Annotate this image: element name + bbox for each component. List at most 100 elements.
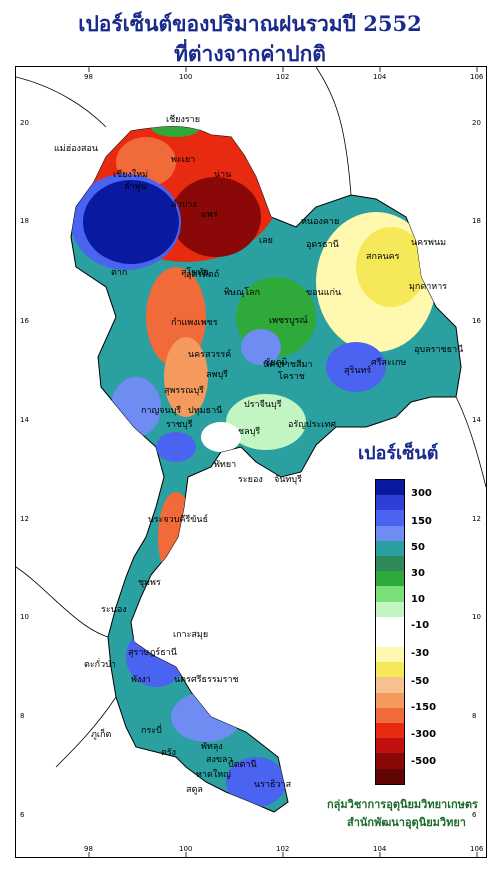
legend-label: -150	[411, 702, 437, 713]
legend-swatch	[375, 479, 405, 496]
place-label: นครราชสีมา	[263, 360, 313, 370]
place-label: สงขลา	[206, 755, 233, 765]
place-label: สกลนคร	[366, 252, 400, 262]
place-label: เชียงราย	[166, 115, 201, 125]
place-label: พิษณุโลก	[224, 288, 261, 298]
place-label: พัทยา	[214, 460, 237, 470]
place-label: หาดใหญ่	[196, 770, 231, 780]
map-title-line1: เปอร์เซ็นต์ของปริมาณฝนรวมปี 2552	[78, 11, 422, 36]
y-tick-label: 20	[20, 119, 29, 127]
place-label: ชัยภูมิ	[264, 358, 288, 368]
legend-swatch	[375, 662, 405, 678]
place-label: กาญจนบุรี	[141, 406, 182, 416]
legend-swatch	[375, 753, 405, 769]
place-label: พัทลุง	[201, 742, 223, 752]
legend-swatch	[375, 555, 405, 572]
legend-swatch	[375, 723, 405, 739]
legend-label: 50	[411, 542, 425, 553]
place-label: โคราช	[278, 372, 305, 382]
place-label: มุกดาหาร	[409, 282, 448, 292]
legend-swatch	[375, 525, 405, 541]
legend-swatch	[375, 540, 405, 556]
legend-swatch	[375, 707, 405, 723]
place-label: นครพนม	[411, 238, 447, 248]
place-label: เลย	[259, 236, 273, 246]
y-tick-label: 18	[20, 217, 29, 225]
y-tick-label: 6	[20, 811, 25, 819]
place-label: พังงา	[131, 675, 151, 685]
place-label: ตะกั่วป่า	[84, 660, 116, 670]
legend-label: -500	[411, 756, 437, 767]
x-tick-label: 104	[373, 845, 387, 853]
legend-swatch	[375, 768, 405, 785]
place-label: ภูเก็ต	[91, 730, 112, 740]
x-tick-label: 104	[373, 73, 387, 81]
legend-swatch	[375, 601, 405, 617]
credit-line-1: กลุ่มวิชาการอุตุนิยมวิทยาเกษตร	[327, 798, 478, 811]
place-label: แพร่	[201, 210, 218, 220]
y-tick-label-right: 8	[472, 712, 477, 720]
place-label: ประจวบคีรีขันธ์	[148, 515, 209, 525]
place-label: อรัญประเทศ	[288, 420, 337, 430]
place-label: จันทบุรี	[274, 475, 302, 485]
x-tick-label: 106	[470, 73, 484, 81]
place-label: ระนอง	[101, 605, 127, 615]
place-label: นครสวรรค์	[188, 350, 232, 360]
place-label: ปัตตานี	[228, 760, 257, 770]
place-label: นครศรีธรรมราช	[174, 675, 239, 685]
y-tick-label-right: 10	[472, 613, 481, 621]
place-label: อุบลราชธานี	[414, 345, 464, 355]
legend-swatch	[375, 631, 405, 648]
legend-label: -50	[411, 676, 430, 687]
y-tick-label-right: 6	[472, 811, 477, 819]
place-label: สุพรรณบุรี	[164, 386, 204, 396]
place-label: สุราษฎร์ธานี	[128, 648, 177, 658]
place-label: ตรัง	[161, 748, 177, 758]
place-label: อุตรดิตถ์	[186, 270, 220, 280]
place-label: ชลบุรี	[238, 427, 261, 437]
legend-label: -10	[411, 620, 430, 631]
legend-label: 10	[411, 594, 425, 605]
y-tick-label: 14	[20, 416, 29, 424]
y-tick-label: 8	[20, 712, 25, 720]
place-label: ชุมพร	[138, 578, 161, 588]
credit-line-2: สำนักพัฒนาอุตุนิยมวิทยา	[347, 816, 466, 829]
legend-colorbar	[375, 479, 405, 785]
legend-title: เปอร์เซ็นต์	[358, 443, 439, 464]
legend-label: 150	[411, 516, 432, 527]
y-tick-label: 16	[20, 317, 29, 325]
place-label: เชียงใหม่	[113, 170, 149, 180]
legend-label: -300	[411, 729, 437, 740]
legend-swatch	[375, 586, 405, 602]
x-tick-label: 102	[276, 73, 290, 81]
place-label: เกาะสมุย	[173, 630, 209, 640]
place-label: กำแพงเพชร	[171, 318, 218, 328]
x-tick-label: 102	[276, 845, 290, 853]
place-label: เพชรบูรณ์	[269, 316, 308, 326]
legend-swatch	[375, 692, 405, 708]
place-label: แม่ฮ่องสอน	[54, 144, 99, 154]
place-label: หนองคาย	[301, 217, 340, 227]
place-label: ปทุมธานี	[188, 406, 223, 416]
place-label: ลพบุรี	[206, 370, 228, 380]
rainfall-map	[16, 67, 486, 857]
legend-swatch	[375, 495, 405, 511]
place-label: ลำปาง	[171, 200, 197, 210]
place-label: ขอนแก่น	[306, 288, 342, 298]
y-tick-label-right: 20	[472, 119, 481, 127]
place-label: อุดรธานี	[306, 240, 339, 250]
place-label: กระบี่	[141, 726, 162, 736]
place-label: สุรินทร์	[344, 366, 372, 376]
x-tick-label: 98	[84, 73, 93, 81]
place-label: สตูล	[186, 785, 203, 795]
place-label: พะเยา	[171, 155, 196, 165]
place-label: ระยอง	[238, 475, 263, 485]
legend-label: -30	[411, 648, 430, 659]
place-label: น่าน	[214, 170, 232, 180]
place-label: สุโขทัย	[181, 268, 209, 278]
y-tick-label-right: 16	[472, 317, 481, 325]
legend-swatch	[375, 677, 405, 693]
axis-ticks	[88, 67, 478, 857]
place-label: ตาก	[111, 268, 128, 278]
x-tick-label: 100	[179, 73, 193, 81]
